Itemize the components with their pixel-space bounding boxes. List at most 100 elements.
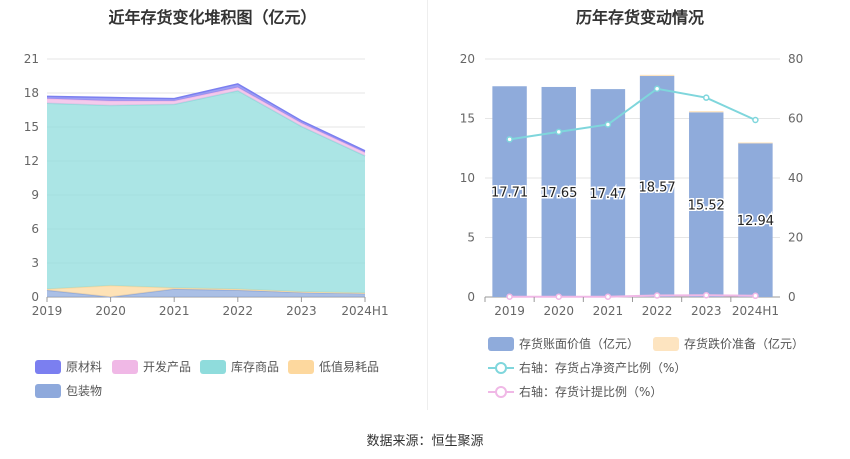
data-source-note: 数据来源：恒生聚源 [366, 434, 484, 449]
right-chart-legend: 存货账面价值（亿元） 存货跌价准备（亿元） 右轴：存货占净资产比例（%） 右轴：存货计… [488, 335, 848, 407]
area-series [47, 285, 365, 297]
y2-tick-label: 40 [788, 171, 803, 185]
y-tick-label: 3 [31, 256, 39, 270]
y2-tick-label: 80 [788, 52, 803, 66]
legend-label: 低值易耗品 [319, 360, 380, 374]
legend-label: 存货账面价值（亿元） [519, 337, 640, 351]
y-tick-label: 10 [460, 171, 475, 185]
legend-label: 存货跌价准备（亿元） [684, 337, 805, 351]
x-tick-label: 2019 [32, 304, 63, 318]
bar [639, 74, 675, 77]
y-tick-label: 0 [467, 290, 475, 304]
legend-item[interactable]: 存货账面价值（亿元） [488, 335, 639, 352]
right-chart-title: 历年存货变动情况 [575, 8, 704, 27]
x-tick-label: 2023 [286, 304, 317, 318]
legend-label: 右轴：存货占净资产比例（%） [519, 361, 687, 375]
legend-label: 右轴：存货计提比例（%） [519, 385, 663, 399]
legend-line-marker [488, 385, 514, 399]
y-tick-label: 9 [31, 188, 39, 202]
line-point [506, 136, 513, 143]
line-point [653, 85, 661, 92]
x-tick-label: 2020 [95, 304, 126, 318]
x-tick-label: 2022 [642, 304, 673, 318]
bar [689, 112, 724, 297]
bar [639, 76, 675, 297]
x-tick-label: 2020 [543, 304, 574, 318]
legend-item[interactable]: 存货跌价准备（亿元） [653, 335, 804, 352]
bar-value-label: 15.52 [688, 199, 725, 214]
line-point [752, 292, 759, 300]
legend-swatch [35, 383, 61, 398]
legend-swatch [653, 336, 679, 351]
legend-line-marker [488, 361, 514, 375]
area-series [47, 87, 365, 156]
legend-swatch [288, 359, 314, 374]
y2-tick-label: 0 [788, 290, 796, 304]
y-tick-label: 21 [24, 52, 39, 66]
legend-label: 开发产品 [143, 360, 192, 374]
y-tick-label: 12 [24, 154, 39, 168]
area-series [47, 90, 365, 294]
legend-swatch [200, 359, 226, 374]
stacked-area-chart: 0 3 6 9 12 15 18 21 2019 2020 2021 2022 2023 2024H1 [24, 52, 389, 318]
x-tick-label: 2021 [593, 304, 624, 318]
x-tick-label: 2019 [494, 304, 525, 318]
line-point [604, 121, 612, 128]
y2-tick-label: 60 [788, 112, 803, 126]
y-tick-label: 18 [24, 86, 39, 100]
y-tick-label: 0 [31, 290, 39, 304]
left-chart-title: 近年存货变化堆积图（亿元） [108, 8, 317, 27]
legend-swatch [112, 359, 138, 374]
bar [541, 86, 576, 297]
legend-item[interactable]: 开发产品 [112, 358, 191, 375]
bar [738, 143, 773, 297]
legend-swatch [488, 336, 514, 351]
legend-swatch [35, 359, 61, 374]
legend-item[interactable]: 包装物 [35, 382, 102, 399]
x-tick-label: 2024H1 [732, 304, 779, 318]
area-series [47, 289, 365, 297]
line-series [509, 87, 756, 141]
x-tick-label: 2021 [159, 304, 190, 318]
bar [492, 86, 527, 297]
bar-value-label: 18.57 [638, 181, 675, 196]
legend-label: 库存商品 [231, 360, 280, 374]
y-tick-label: 20 [460, 52, 475, 66]
legend-item[interactable]: 右轴：存货计提比例（%） [488, 383, 662, 400]
line-point [506, 293, 513, 300]
line-point [555, 128, 562, 136]
left-chart-legend: 原材料 开发产品 库存商品 低值易耗品包装物 [35, 358, 415, 408]
bar [689, 111, 724, 113]
legend-item[interactable]: 库存商品 [200, 358, 279, 375]
line-point [703, 94, 710, 101]
y2-tick-label: 20 [788, 231, 803, 245]
line-point [653, 292, 661, 299]
bar [738, 142, 773, 144]
y-tick-label: 5 [467, 231, 475, 245]
x-tick-label: 2024H1 [341, 304, 388, 318]
line-point [604, 293, 612, 300]
legend-item[interactable]: 原材料 [35, 358, 102, 375]
left-chart-panel: 近年存货变化堆积图（亿元） 0 3 6 9 12 15 18 21 2019 2020 2021 20… [0, 0, 425, 410]
legend-item[interactable]: 右轴：存货占净资产比例（%） [488, 359, 686, 376]
line-point [752, 116, 759, 124]
panel-divider [427, 0, 428, 410]
legend-item[interactable]: 低值易耗品 [288, 358, 379, 375]
y-tick-label: 15 [24, 120, 39, 134]
y-tick-label: 6 [31, 222, 39, 236]
area-series-edge [46, 83, 366, 152]
line-point [703, 291, 710, 299]
line-point [555, 293, 562, 300]
legend-label: 原材料 [66, 360, 103, 374]
bar-value-label: 12.94 [737, 214, 774, 229]
x-tick-label: 2022 [223, 304, 254, 318]
bar-value-label: 17.65 [540, 186, 577, 201]
bar-value-label: 17.47 [589, 187, 626, 202]
right-chart-panel: 历年存货变动情况 0 5 10 15 20 0 20 40 60 80 17.71 17.65 17.4… [430, 0, 850, 410]
bar-value-label: 17.71 [491, 186, 528, 201]
y-tick-label: 15 [460, 112, 475, 126]
legend-label: 包装物 [66, 384, 103, 398]
line-series [509, 294, 756, 298]
inventory-bar-line-chart: 0 5 10 15 20 0 20 40 60 80 17.71 17.65 17.47 18.57 15.… [460, 52, 804, 318]
x-tick-label: 2023 [691, 304, 722, 318]
